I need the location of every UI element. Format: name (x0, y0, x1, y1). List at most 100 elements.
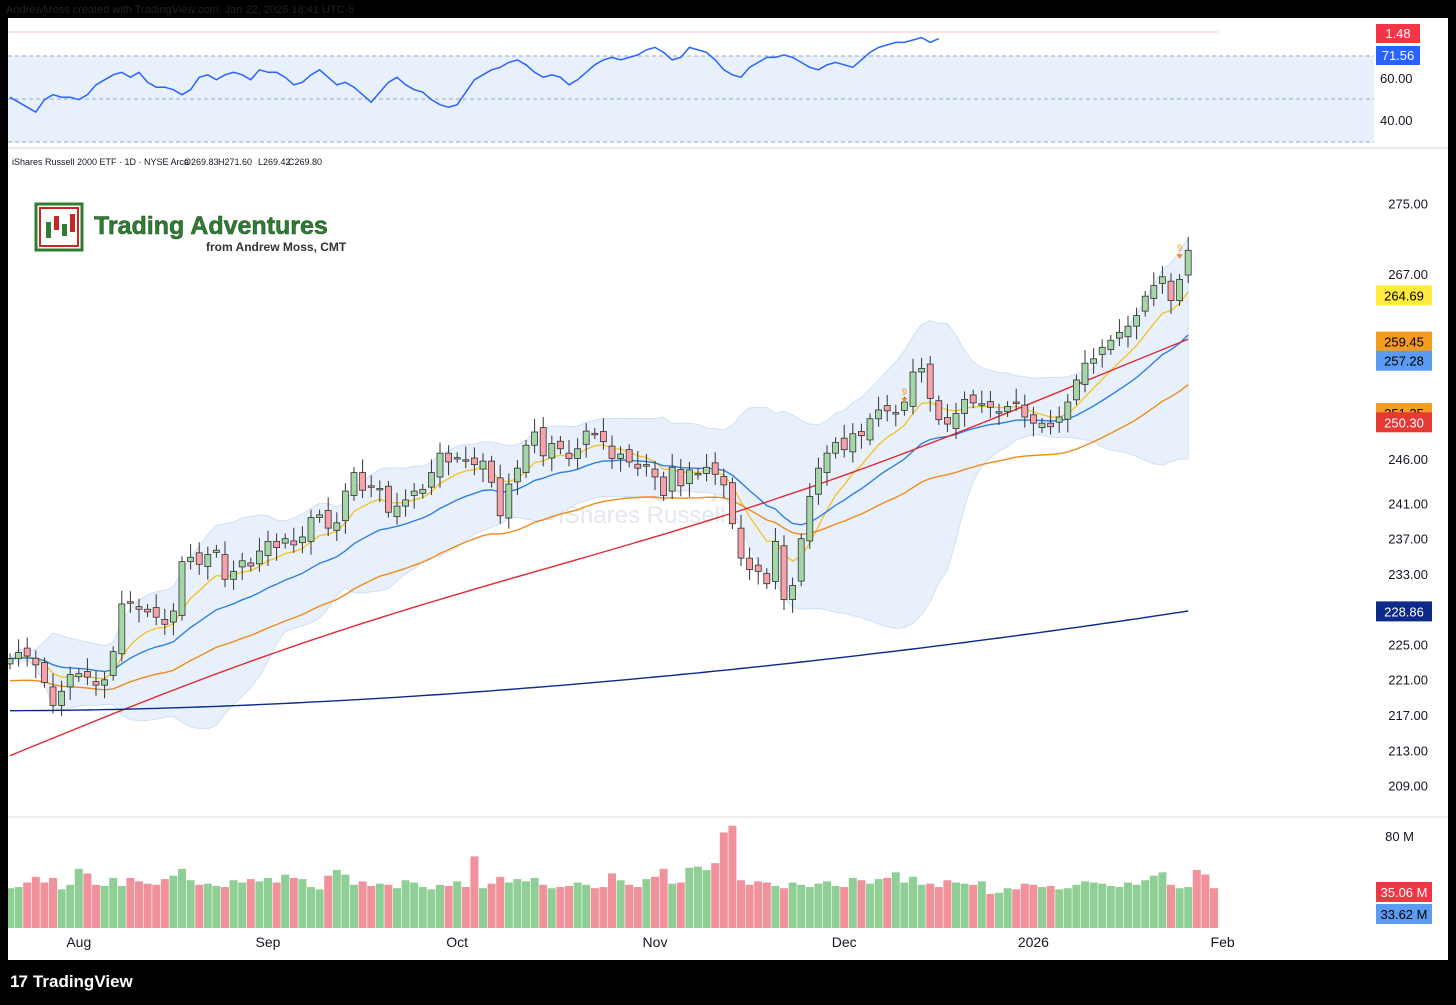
volume-bar (1141, 880, 1150, 928)
volume-bar (676, 882, 685, 928)
brand-name: TradingView (32, 972, 133, 991)
volume-bar (737, 880, 745, 928)
candle (1176, 279, 1183, 301)
rsi-line (9, 36, 940, 114)
volume-bar (453, 881, 462, 928)
volume-bar (367, 885, 376, 928)
price-tick-label: 267.00 (1388, 267, 1428, 282)
volume-bar (221, 887, 229, 928)
volume-bar (616, 880, 625, 928)
candle (281, 538, 289, 544)
price-axis[interactable]: 275.00 267.00 246.00 241.00 237.00 233.00 225.… (1376, 196, 1432, 794)
candle (1141, 295, 1149, 312)
candle (574, 448, 581, 459)
volume-bar (246, 879, 255, 928)
volume-bar (272, 882, 281, 928)
price-tick-label: 225.00 (1388, 637, 1428, 652)
volume-bar (1167, 884, 1175, 928)
volume-bar (152, 884, 161, 928)
volume-bar (952, 882, 960, 928)
candle (488, 460, 496, 483)
candle (591, 432, 599, 436)
candle (926, 363, 934, 399)
candle (1064, 401, 1072, 420)
candle (384, 485, 392, 513)
volume-bar (203, 883, 212, 928)
volume-bar (6, 888, 14, 928)
volume-bar (143, 883, 152, 928)
candle (625, 449, 633, 463)
candle (402, 499, 410, 507)
candles (6, 237, 1192, 716)
volume-bar (1149, 875, 1158, 928)
volume-bar (255, 881, 264, 928)
volume-bar (401, 880, 410, 928)
candle (1116, 331, 1123, 339)
candle (1021, 404, 1029, 418)
candle (711, 462, 719, 475)
candle (118, 603, 126, 655)
volume-bar (1210, 888, 1218, 928)
volume-bar (805, 887, 814, 928)
chart-svg[interactable]: 1.48 71.56 60.00 40.00 iShares Russell 2… (6, 18, 1448, 960)
time-axis[interactable]: Aug Sep Oct Nov Dec 2026 Feb (66, 934, 1235, 950)
td-count-label: 9 (902, 387, 907, 397)
candle (1090, 358, 1097, 364)
candle (505, 483, 513, 519)
price-tick-label: 237.00 (1388, 532, 1428, 547)
candle (195, 552, 203, 565)
volume-bar (195, 884, 204, 928)
volume-bar (797, 884, 806, 928)
candle (797, 538, 805, 582)
candle (677, 469, 685, 487)
candle (333, 522, 341, 531)
price-tick-label: 246.00 (1388, 452, 1428, 467)
candle (445, 452, 453, 463)
volume-bar (522, 881, 530, 928)
credit-text: AndrewMoss created with TradingView.com,… (6, 4, 355, 16)
candle (617, 453, 624, 459)
candle (513, 467, 521, 483)
candle (307, 517, 315, 542)
chart-canvas[interactable]: 1.48 71.56 60.00 40.00 iShares Russell 2… (6, 18, 1448, 960)
volume-bar (831, 885, 840, 928)
candle (23, 647, 31, 657)
candle (737, 527, 745, 559)
candle (367, 485, 375, 488)
tradingview-brand[interactable]: 17 TradingView (10, 972, 133, 992)
candle (462, 459, 470, 462)
volume-bar (590, 888, 599, 928)
volume-bar (74, 868, 83, 928)
price-tick-label: 209.00 (1388, 779, 1428, 794)
volume-bar (599, 887, 608, 928)
price-tick-label: 275.00 (1388, 196, 1428, 211)
volume-bar (685, 867, 694, 928)
time-tick-label: Oct (446, 934, 468, 950)
bollinger-band-area (9, 235, 1189, 730)
td-arrow-icon (901, 397, 908, 403)
rsi-panel: 1.48 71.56 60.00 40.00 (8, 18, 1448, 149)
volume-bar (651, 876, 659, 928)
volume-bar (1124, 882, 1132, 928)
rsi-level-60: 60.00 (1380, 71, 1413, 86)
candle (935, 400, 943, 421)
volume-bar (1089, 882, 1098, 928)
candle (883, 405, 891, 412)
rsi-current-label: 71.56 (1382, 48, 1415, 63)
candle (823, 452, 831, 473)
volume-bar (83, 873, 92, 928)
candle (84, 671, 91, 678)
volume-bar (608, 873, 616, 928)
signal-markers: 99 (901, 243, 1183, 403)
volume-bar (840, 887, 849, 928)
volume-bar (117, 885, 126, 928)
candle (359, 472, 367, 491)
candle (92, 681, 100, 686)
candle (969, 394, 977, 404)
candle (995, 411, 1003, 414)
volume-bar (926, 883, 935, 928)
volume-bar (350, 884, 358, 928)
volume-bar (410, 882, 419, 928)
volume-bar (788, 882, 797, 928)
candle (754, 564, 762, 572)
